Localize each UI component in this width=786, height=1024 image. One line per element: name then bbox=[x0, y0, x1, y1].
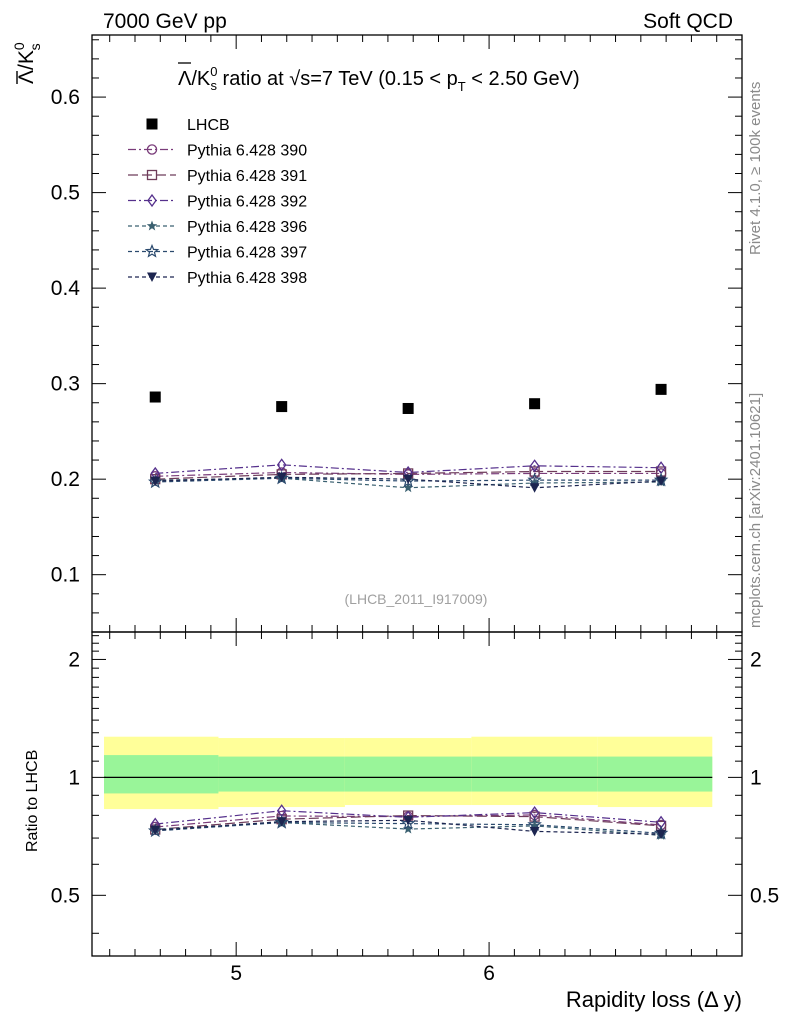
title-pt-sub: T bbox=[458, 79, 466, 94]
side-label-mcplots: mcplots.cern.ch [arXiv:2401.10621] bbox=[747, 393, 764, 628]
ylabel-lambda: Λ bbox=[15, 70, 38, 84]
mc-point bbox=[655, 466, 667, 477]
mc-point bbox=[529, 459, 540, 473]
ratio-ylabel: Ratio to LHCB bbox=[24, 750, 41, 852]
legend-marker bbox=[146, 169, 158, 181]
main-ticks bbox=[92, 35, 743, 632]
ratio-ticks bbox=[92, 632, 743, 956]
ratio-mc-point bbox=[400, 815, 416, 830]
title-k-sub: s bbox=[211, 78, 218, 93]
mc-point bbox=[402, 482, 414, 493]
title-lambda: Λ bbox=[178, 68, 192, 90]
y-tick-label: 0.1 bbox=[51, 564, 80, 587]
ratio-mc-point bbox=[276, 817, 287, 827]
ratio-y-tick-label-left: 1 bbox=[68, 766, 80, 789]
legend-label: Pythia 6.428 398 bbox=[187, 270, 307, 287]
uncertainty-band-inner bbox=[104, 755, 219, 794]
legend-label: LHCB bbox=[187, 117, 230, 134]
series-line bbox=[155, 470, 662, 480]
uncertainty-band-inner bbox=[344, 756, 472, 792]
ratio-series-line bbox=[155, 814, 662, 831]
header-left: 7000 GeV pp bbox=[103, 10, 227, 33]
x-tick-label: 5 bbox=[230, 962, 242, 985]
main-title-text: Λ/K0 s ratio at √s=7 TeV (0.15 < pT < 2.5… bbox=[178, 64, 580, 94]
y-tick-label: 0.4 bbox=[51, 277, 81, 300]
main-panel: 0.10.20.30.40.50.6 Λ/K0s Λ/K0 s ratio at … bbox=[11, 34, 743, 633]
mc-point bbox=[150, 476, 161, 487]
ratio-y-tick-label-right: 1 bbox=[750, 766, 762, 789]
ratio-ytick-labels: 0.5 0.5 1 1 2 2 bbox=[51, 648, 779, 907]
ratio-y-tick-label-right: 2 bbox=[750, 648, 762, 671]
side-label-rivet: Rivet 4.1.0, ≥ 100k events bbox=[747, 82, 764, 255]
ratio-mc-point bbox=[403, 815, 414, 826]
title-mid: ratio at √s=7 TeV (0.15 < p bbox=[217, 68, 458, 90]
uncertainty-band-inner bbox=[471, 756, 598, 792]
legend-marker bbox=[144, 243, 160, 258]
ratio-series-line bbox=[155, 814, 662, 828]
header-right: Soft QCD bbox=[643, 10, 733, 33]
legend-marker bbox=[146, 144, 158, 155]
main-ytick-labels: 0.1 0.2 0.3 0.4 0.5 0.6 bbox=[51, 86, 81, 587]
data-point bbox=[529, 398, 541, 410]
main-title: Λ/K0 s ratio at √s=7 TeV (0.15 < pT < 2.5… bbox=[178, 62, 580, 94]
legend-label: Pythia 6.428 392 bbox=[187, 194, 307, 211]
ylabel-sub: s bbox=[27, 43, 43, 50]
series-line bbox=[155, 464, 662, 475]
data-point bbox=[149, 391, 161, 403]
ratio-bands bbox=[104, 736, 713, 810]
mc-point bbox=[529, 483, 540, 493]
y-tick-label: 0.3 bbox=[51, 373, 80, 396]
mc-point bbox=[276, 458, 287, 472]
main-ylabel-text: Λ/K0s bbox=[11, 42, 43, 84]
title-k-sup: 0 bbox=[210, 64, 217, 79]
legend-marker bbox=[146, 220, 158, 231]
data-point bbox=[655, 383, 667, 395]
ratio-mc-point bbox=[402, 823, 414, 834]
legend-label: Pythia 6.428 391 bbox=[187, 168, 307, 185]
data-point bbox=[276, 401, 288, 413]
legend-label: Pythia 6.428 396 bbox=[187, 219, 307, 236]
y-tick-label: 0.5 bbox=[51, 182, 80, 205]
ratio-y-tick-label-left: 0.5 bbox=[51, 884, 80, 907]
x-axis-label: Rapidity loss (Δ y) bbox=[566, 987, 742, 1012]
ratio-y-tick-label-right: 0.5 bbox=[750, 884, 779, 907]
x-tick-label: 6 bbox=[483, 962, 495, 985]
mc-point bbox=[276, 472, 287, 483]
title-k: /K bbox=[191, 68, 211, 90]
uncertainty-band-inner bbox=[218, 756, 345, 792]
uncertainty-band-inner bbox=[597, 756, 713, 792]
ratio-mc-point bbox=[529, 826, 540, 837]
legend-label: Pythia 6.428 397 bbox=[187, 245, 307, 262]
ratio-y-tick-label-left: 2 bbox=[68, 648, 80, 671]
mc-point bbox=[403, 474, 414, 485]
data-point bbox=[402, 402, 414, 414]
title-end: < 2.50 GeV) bbox=[466, 68, 580, 90]
legend-label: Pythia 6.428 390 bbox=[187, 143, 307, 160]
mc-point bbox=[527, 472, 542, 487]
legend: LHCB Pythia 6.428 390 Pythia 6.428 391 Pyth… bbox=[128, 117, 307, 287]
legend-marker bbox=[147, 272, 157, 282]
legend-marker bbox=[147, 193, 157, 208]
y-tick-label: 0.2 bbox=[51, 468, 80, 491]
ratio-frame bbox=[91, 631, 743, 957]
main-markers bbox=[147, 383, 669, 493]
ratio-mc-point bbox=[656, 829, 667, 840]
ratio-mc-point bbox=[150, 825, 161, 836]
ratio-series-line bbox=[155, 810, 662, 825]
y-tick-label: 0.6 bbox=[51, 86, 80, 109]
ratio-mc-point bbox=[529, 820, 540, 831]
legend-marker bbox=[146, 118, 158, 130]
mc-point bbox=[529, 466, 540, 477]
mc-point bbox=[656, 476, 667, 487]
ylabel-k: /K bbox=[15, 50, 38, 70]
ratio-markers bbox=[147, 804, 669, 840]
ylabel-sup: 0 bbox=[11, 42, 27, 50]
main-ylabel: Λ/K0s bbox=[11, 42, 43, 84]
analysis-watermark: (LHCB_2011_I917009) bbox=[345, 591, 488, 607]
